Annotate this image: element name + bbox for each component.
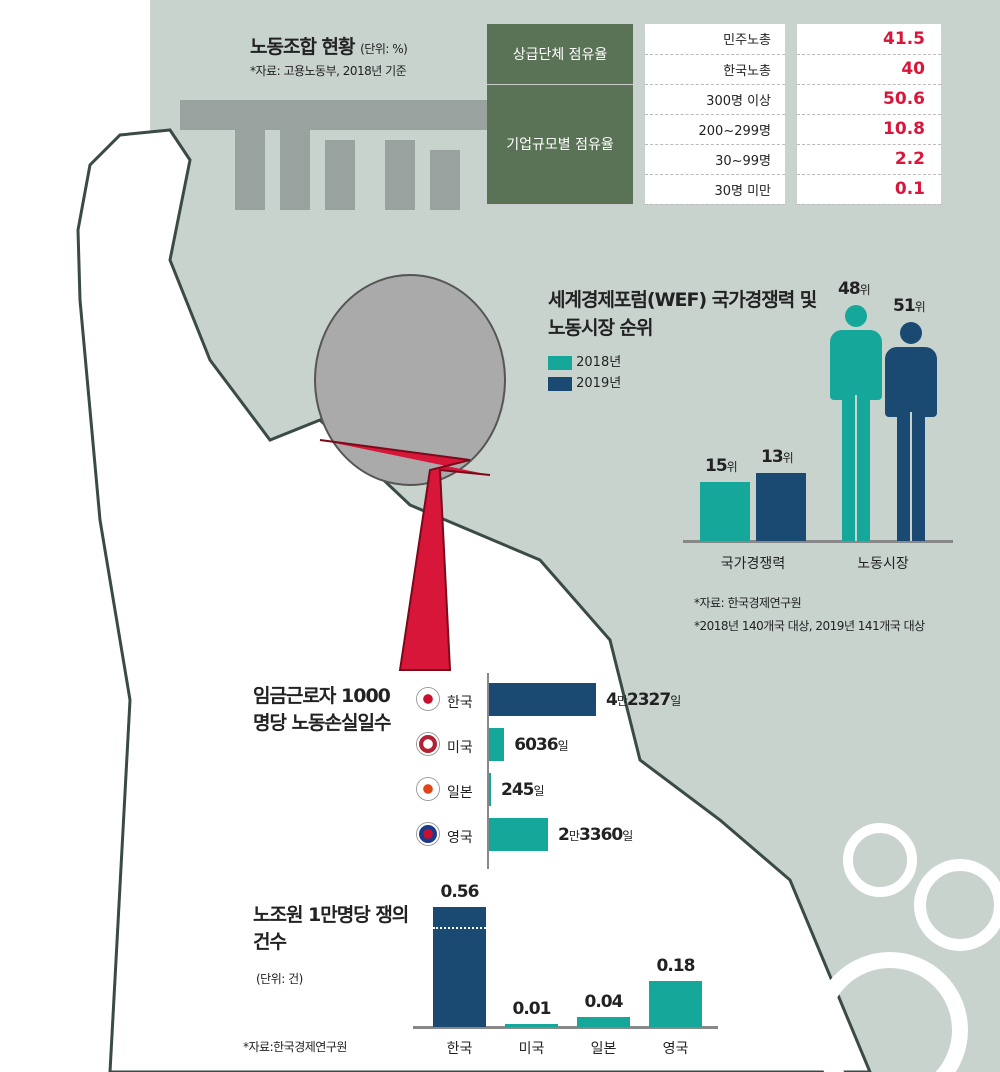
bar-미국 xyxy=(505,1024,558,1027)
group-label: 상급단체 점유율 xyxy=(487,24,639,85)
flag-icon-영국 xyxy=(417,823,439,845)
data-label: 48위 xyxy=(838,279,871,299)
gear-icons xyxy=(812,823,1000,1072)
row-value: 2.2 xyxy=(785,144,941,175)
country-label: 일본 xyxy=(447,785,473,801)
row-value: 0.1 xyxy=(785,174,941,205)
red-headband xyxy=(319,439,491,671)
data-label: 15위 xyxy=(705,456,738,476)
data-label: 245일 xyxy=(501,780,545,800)
union-source: *자료: 고용노동부, 2018년 기준 xyxy=(250,64,407,78)
disputes-title: 노조원 1만명당 쟁의 건수 xyxy=(253,904,409,953)
head xyxy=(314,274,506,486)
data-label: 13위 xyxy=(761,447,794,467)
bar-2018년 xyxy=(700,482,750,541)
bar-영국 xyxy=(649,981,702,1027)
person-leg-gap xyxy=(855,395,857,541)
bar-일본 xyxy=(577,1016,630,1027)
data-label: 0.18 xyxy=(656,956,696,977)
union-table: 상급단체 점유율 민주노총 41.5 한국노총 40 기업규모별 점유율 300명 이상… xyxy=(487,24,941,205)
country-label: 영국 xyxy=(447,830,473,846)
group-label: 기업규모별 점유율 xyxy=(487,84,639,205)
category-label: 한국 xyxy=(446,1041,473,1057)
row-label: 300명 이상 xyxy=(633,84,791,115)
bar-미국 xyxy=(489,728,505,761)
row-label: 30~99명 xyxy=(633,144,791,175)
data-label: 6036일 xyxy=(514,735,568,755)
person-icon-2018년 xyxy=(830,305,882,541)
category-label: 미국 xyxy=(518,1041,545,1057)
crowd-silhouette xyxy=(180,100,490,210)
data-label: 2만3360일 xyxy=(558,825,633,845)
row-value: 50.6 xyxy=(785,84,941,115)
person-icon-2019년 xyxy=(885,322,937,541)
row-value: 40 xyxy=(785,54,941,85)
disputes-source: *자료:한국경제연구원 xyxy=(243,1040,347,1054)
legend-swatch-2019 xyxy=(548,376,572,391)
row-label: 한국노총 xyxy=(633,54,791,85)
wef-title: 세계경제포럼(WEF) 국가경쟁력 및 노동시장 순위 xyxy=(548,289,817,339)
bar-한국 xyxy=(433,907,486,1027)
legend-swatch-2018 xyxy=(548,355,572,370)
lost-days-axis xyxy=(487,673,489,869)
bar-일본 xyxy=(489,773,491,806)
person-leg-gap xyxy=(910,412,912,541)
disputes-unit: (단위: 건) xyxy=(256,972,303,986)
lost-days-title: 임금근로자 1000명당 노동손실일수 xyxy=(253,685,391,734)
bar-2019년 xyxy=(756,473,806,541)
person-head xyxy=(845,305,867,327)
bar-영국 xyxy=(489,818,549,851)
row-label: 200~299명 xyxy=(633,114,791,145)
data-label: 0.04 xyxy=(584,991,624,1012)
row-value: 41.5 xyxy=(785,24,941,55)
wef-notes: *자료: 한국경제연구원 *2018년 140개국 대상, 2019년 141개국… xyxy=(694,596,925,633)
row-value: 10.8 xyxy=(785,114,941,145)
row-label: 30명 미만 xyxy=(633,174,791,205)
flag-icon-한국 xyxy=(417,688,439,710)
category-label: 영국 xyxy=(662,1041,689,1057)
country-label: 한국 xyxy=(447,695,473,711)
bar-한국 xyxy=(489,683,596,716)
flag-icon-미국 xyxy=(417,733,439,755)
disputes-baseline xyxy=(413,1026,718,1029)
row-label: 민주노총 xyxy=(633,24,791,55)
data-label: 0.01 xyxy=(512,999,552,1019)
country-label: 미국 xyxy=(447,740,473,756)
union-title: 노동조합 현황 (단위: %) xyxy=(250,36,408,58)
wef-baseline xyxy=(683,540,953,543)
data-label: 4만2327일 xyxy=(606,690,681,710)
wef-legend: 2018년 2019년 xyxy=(548,352,621,394)
data-label: 0.56 xyxy=(440,882,480,902)
person-head xyxy=(900,322,922,344)
data-label: 51위 xyxy=(893,296,926,316)
category-label: 일본 xyxy=(590,1041,617,1057)
category-label: 노동시장 xyxy=(857,556,909,572)
axis-break-icon xyxy=(433,927,486,931)
flag-icon-일본 xyxy=(417,778,439,800)
category-label: 국가경쟁력 xyxy=(720,556,786,572)
